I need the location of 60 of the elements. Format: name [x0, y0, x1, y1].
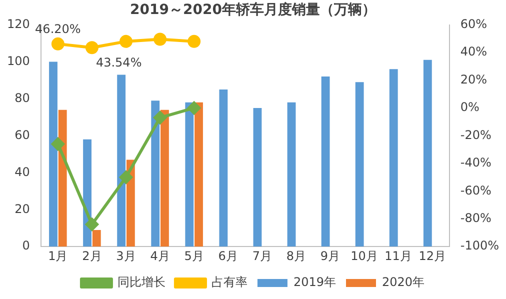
bar — [355, 82, 364, 247]
y-tick-label: 0 — [22, 238, 30, 253]
y2-tick-label: -40% — [460, 156, 492, 170]
y2-tick-label: 0% — [460, 100, 480, 114]
y2-tick-label: -20% — [460, 128, 492, 142]
x-tick-label: 8月 — [286, 248, 306, 263]
point — [120, 34, 132, 48]
y2-tick-label: 20% — [460, 72, 488, 86]
x-tick-label: 3月 — [116, 248, 136, 263]
chart-title: 2019～2020年轿车月度销量（万辆） — [130, 1, 376, 18]
bar — [219, 89, 228, 247]
y-tick-label: 20 — [14, 202, 30, 216]
y2-tick-label: 60% — [460, 16, 488, 31]
point — [154, 111, 167, 124]
bar — [58, 110, 67, 247]
bar — [92, 230, 101, 247]
x-tick-label: 5月 — [184, 248, 204, 263]
x-tick-label: 9月 — [320, 248, 340, 263]
bar — [389, 69, 398, 247]
data-label: 46.20% — [35, 22, 81, 36]
bar — [151, 100, 160, 247]
bar — [287, 102, 296, 247]
x-tick-label: 11月 — [384, 248, 412, 263]
x-tick-label: 7月 — [252, 248, 272, 263]
point — [120, 170, 132, 184]
legend-label: 2019年 — [293, 275, 336, 290]
y-tick-label: 80 — [14, 90, 30, 105]
x-tick-label: 1月 — [48, 248, 68, 263]
y-tick-label: 60 — [14, 128, 30, 142]
legend-label: 2020年 — [382, 275, 425, 290]
y2-tick-label: -60% — [460, 183, 492, 198]
bar — [253, 108, 262, 247]
bar — [49, 62, 58, 247]
bar — [117, 74, 126, 247]
y-tick-label: 100 — [7, 54, 30, 68]
y2-tick-label: -100% — [460, 238, 500, 253]
point — [51, 138, 64, 151]
point — [188, 34, 201, 48]
point — [51, 37, 64, 50]
legend-label: 同比增长 — [117, 275, 166, 290]
bar — [194, 102, 203, 247]
x-tick-label: 12月 — [418, 248, 446, 263]
y2-tick-label: -80% — [460, 211, 492, 225]
point — [85, 218, 98, 231]
bar — [160, 110, 169, 247]
bar — [321, 76, 330, 247]
point — [85, 41, 98, 54]
legend-label: 占有率 — [211, 275, 248, 290]
point — [188, 101, 201, 114]
y-tick-label: 120 — [7, 16, 30, 31]
x-tick-label: 6月 — [218, 248, 238, 263]
x-tick-label: 10月 — [350, 248, 378, 263]
x-tick-label: 2月 — [82, 248, 102, 263]
x-tick-label: 4月 — [150, 248, 170, 263]
y-tick-label: 40 — [14, 164, 30, 179]
bar — [185, 102, 194, 247]
y2-tick-label: 40% — [460, 44, 488, 59]
data-label: 43.54% — [96, 56, 142, 70]
bar — [423, 60, 432, 247]
point — [154, 32, 167, 46]
